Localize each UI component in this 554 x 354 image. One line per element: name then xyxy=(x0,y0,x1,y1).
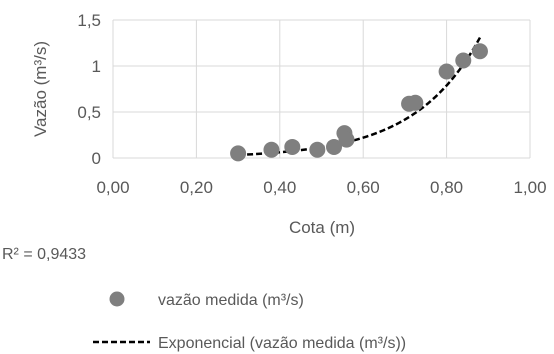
data-point xyxy=(407,94,424,111)
y-tick-label: 0 xyxy=(92,149,101,168)
legend-marker-scatter xyxy=(109,291,125,307)
x-axis-title: Cota (m) xyxy=(289,218,355,237)
legend-label-trendline: Exponencial (vazão medida (m³/s)) xyxy=(158,335,406,352)
data-point xyxy=(230,145,247,162)
trendline-group xyxy=(238,36,482,157)
legend: vazão medida (m³/s) Exponencial (vazão m… xyxy=(93,291,406,352)
y-tick-labels: 0 0,5 1 1,5 xyxy=(77,11,101,168)
y-tick-label: 0,5 xyxy=(77,103,101,122)
x-tick-label: 0,20 xyxy=(180,178,213,197)
x-tick-label: 0,60 xyxy=(347,178,380,197)
y-tick-label: 1 xyxy=(92,57,101,76)
x-tick-label: 0,00 xyxy=(96,178,129,197)
x-tick-label: 0,40 xyxy=(263,178,296,197)
data-points xyxy=(230,43,488,162)
gridlines xyxy=(112,19,531,159)
x-tick-label: 1,00 xyxy=(513,178,546,197)
y-axis-title: Vazão (m³/s) xyxy=(31,41,50,137)
data-point xyxy=(338,131,355,148)
r-squared-annotation: R² = 0,9433 xyxy=(2,246,86,263)
x-tick-label: 0,80 xyxy=(430,178,463,197)
data-point xyxy=(326,138,343,155)
x-tick-labels: 0,00 0,20 0,40 0,60 0,80 1,00 xyxy=(96,178,546,197)
trendline xyxy=(238,36,482,157)
y-tick-label: 1,5 xyxy=(77,11,101,30)
data-point xyxy=(438,63,455,80)
data-point xyxy=(309,141,326,158)
data-point xyxy=(471,43,488,60)
data-point xyxy=(455,52,472,69)
legend-label-scatter: vazão medida (m³/s) xyxy=(158,292,304,309)
data-point xyxy=(284,138,301,155)
data-point xyxy=(263,141,280,158)
